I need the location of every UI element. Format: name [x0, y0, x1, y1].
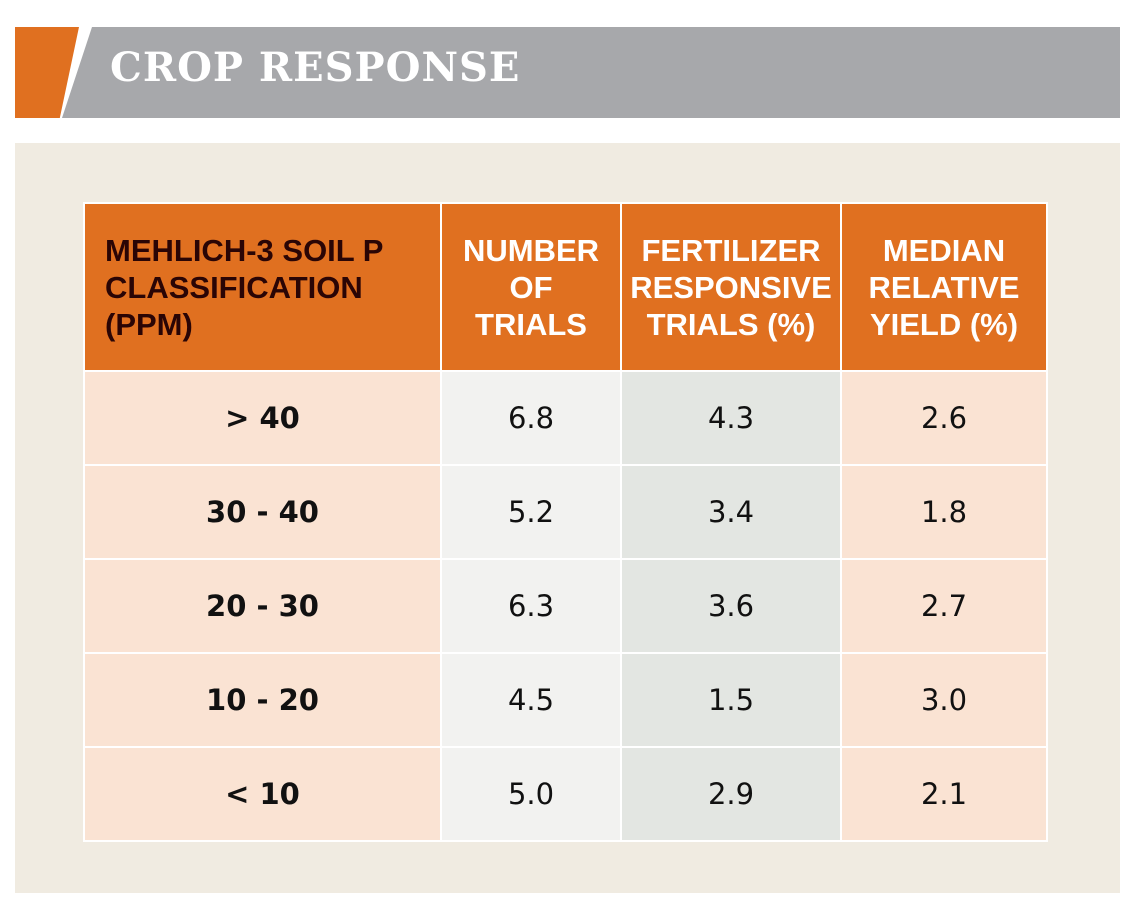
table-cell: 4.5: [440, 652, 622, 748]
table-row: > 40 6.8 4.3 2.6: [83, 370, 1048, 466]
table-row: < 10 5.0 2.9 2.1: [83, 746, 1048, 842]
page-title: CROP RESPONSE: [110, 44, 521, 91]
table-cell: 6.3: [440, 558, 622, 654]
table-cell: 4.3: [620, 370, 842, 466]
table-cell: 1.8: [840, 464, 1048, 560]
table-cell: 5.2: [440, 464, 622, 560]
table-cell: 2.9: [620, 746, 842, 842]
table-cell: 3.6: [620, 558, 842, 654]
title-banner: [62, 27, 1120, 118]
table-cell: 2.6: [840, 370, 1048, 466]
header-yield: MEDIAN RELATIVE YIELD (%): [840, 202, 1048, 372]
table-cell: 20 - 30: [83, 558, 442, 654]
table-row: 20 - 30 6.3 3.6 2.7: [83, 558, 1048, 654]
table-cell: 5.0: [440, 746, 622, 842]
crop-response-table: MEHLICH-3 SOIL P CLASSIFICATION (PPM) NU…: [83, 202, 1048, 842]
header-classification: MEHLICH-3 SOIL P CLASSIFICATION (PPM): [83, 202, 442, 372]
table-row: 10 - 20 4.5 1.5 3.0: [83, 652, 1048, 748]
table-cell: 30 - 40: [83, 464, 442, 560]
table-cell: 10 - 20: [83, 652, 442, 748]
table-cell: 6.8: [440, 370, 622, 466]
table-cell: 3.4: [620, 464, 842, 560]
table-cell: 2.1: [840, 746, 1048, 842]
table-cell: 2.7: [840, 558, 1048, 654]
header-responsive: FERTILIZER RESPONSIVE TRIALS (%): [620, 202, 842, 372]
table-cell: > 40: [83, 370, 442, 466]
table-cell: 3.0: [840, 652, 1048, 748]
header-row: MEHLICH-3 SOIL P CLASSIFICATION (PPM) NU…: [83, 202, 1048, 372]
table-cell: < 10: [83, 746, 442, 842]
header-trials: NUMBER OF TRIALS: [440, 202, 622, 372]
table-cell: 1.5: [620, 652, 842, 748]
table-row: 30 - 40 5.2 3.4 1.8: [83, 464, 1048, 560]
